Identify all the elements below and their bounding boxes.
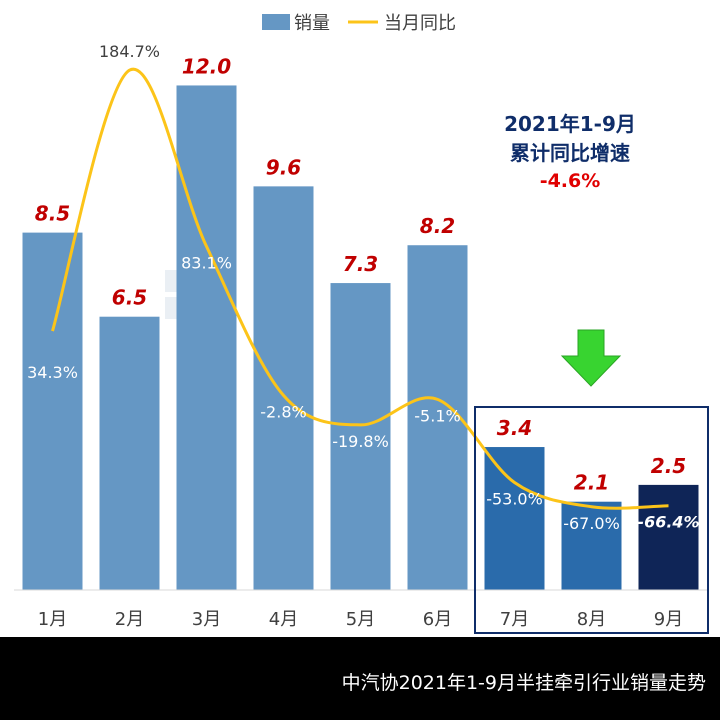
x-tick-label: 5月 bbox=[346, 609, 375, 630]
x-tick-label: 8月 bbox=[577, 609, 606, 630]
down-arrow-icon bbox=[560, 329, 622, 387]
highlight-box-frame bbox=[474, 406, 709, 634]
bar-9月 bbox=[638, 484, 699, 590]
legend: 销量 当月同比 bbox=[262, 13, 456, 34]
yoy-value-label: 184.7% bbox=[99, 42, 160, 61]
bar-6月 bbox=[407, 245, 468, 590]
annotation-value: -4.6% bbox=[539, 170, 601, 192]
yoy-value-label: -66.4% bbox=[637, 513, 699, 532]
annotation-subtitle: 累计同比增速 bbox=[510, 141, 630, 165]
x-axis: 1月 2月 3月 4月 5月 6月 7月 8月 9月 bbox=[14, 589, 707, 630]
bar-value-label: 8.2 bbox=[420, 214, 455, 238]
bar-1月 bbox=[22, 232, 83, 590]
legend-label-yoy: 当月同比 bbox=[384, 13, 456, 34]
yoy-value-label: -19.8% bbox=[332, 432, 389, 451]
yoy-value-label: -67.0% bbox=[563, 514, 620, 533]
bar-8月 bbox=[561, 501, 622, 590]
bar-2月 bbox=[99, 316, 160, 590]
x-tick-label: 1月 bbox=[38, 609, 67, 630]
bar-value-label: 8.5 bbox=[35, 202, 70, 226]
yoy-value-label: 34.3% bbox=[27, 363, 78, 382]
bar-5月 bbox=[330, 283, 391, 590]
legend-label-sales: 销量 bbox=[294, 13, 330, 34]
down-arrow-shape bbox=[560, 329, 622, 387]
cumulative-annotation: 2021年1-9月 累计同比增速 -4.6% bbox=[470, 110, 670, 194]
bar-4月 bbox=[253, 186, 314, 590]
x-tick-label: 6月 bbox=[423, 609, 452, 630]
footer-caption: 中汽协2021年1-9月半挂牵引行业销量走势 bbox=[341, 672, 706, 694]
x-tick-label: 7月 bbox=[500, 609, 529, 630]
x-tick-label: 3月 bbox=[192, 609, 221, 630]
x-tick-label: 4月 bbox=[269, 609, 298, 630]
bar-value-label: 9.6 bbox=[266, 155, 302, 179]
highlight-box bbox=[474, 406, 709, 634]
x-tick-label: 9月 bbox=[654, 609, 683, 630]
yoy-value-label: -5.1% bbox=[414, 406, 460, 425]
yoy-value-label: -53.0% bbox=[486, 489, 543, 508]
bar-value-label: 2.1 bbox=[574, 471, 609, 495]
bar-3月 bbox=[176, 85, 237, 591]
bar-value-label: 6.5 bbox=[112, 286, 147, 310]
bar-value-label: 7.3 bbox=[343, 252, 378, 276]
bar-value-label: 12.0 bbox=[182, 54, 231, 78]
yoy-line bbox=[51, 67, 669, 510]
yoy-value-label: 83.1% bbox=[181, 253, 232, 272]
footer-bar: 中汽协2021年1-9月半挂牵引行业销量走势 bbox=[0, 637, 720, 720]
annotation-title: 2021年1-9月 bbox=[504, 112, 636, 136]
yoy-line-path bbox=[51, 67, 669, 510]
bar-value-label: 2.5 bbox=[651, 454, 686, 478]
bar-value-label: 3.4 bbox=[497, 416, 532, 440]
bars bbox=[22, 85, 699, 591]
bar-7月 bbox=[484, 447, 545, 590]
data-labels: 8.5 6.5 12.0 9.6 7.3 8.2 3.4 2.1 2.5 34.3% 184.7% 8… bbox=[27, 42, 699, 533]
yoy-value-label: -2.8% bbox=[260, 402, 306, 421]
legend-swatch-bar bbox=[262, 14, 290, 30]
x-tick-label: 2月 bbox=[115, 609, 144, 630]
